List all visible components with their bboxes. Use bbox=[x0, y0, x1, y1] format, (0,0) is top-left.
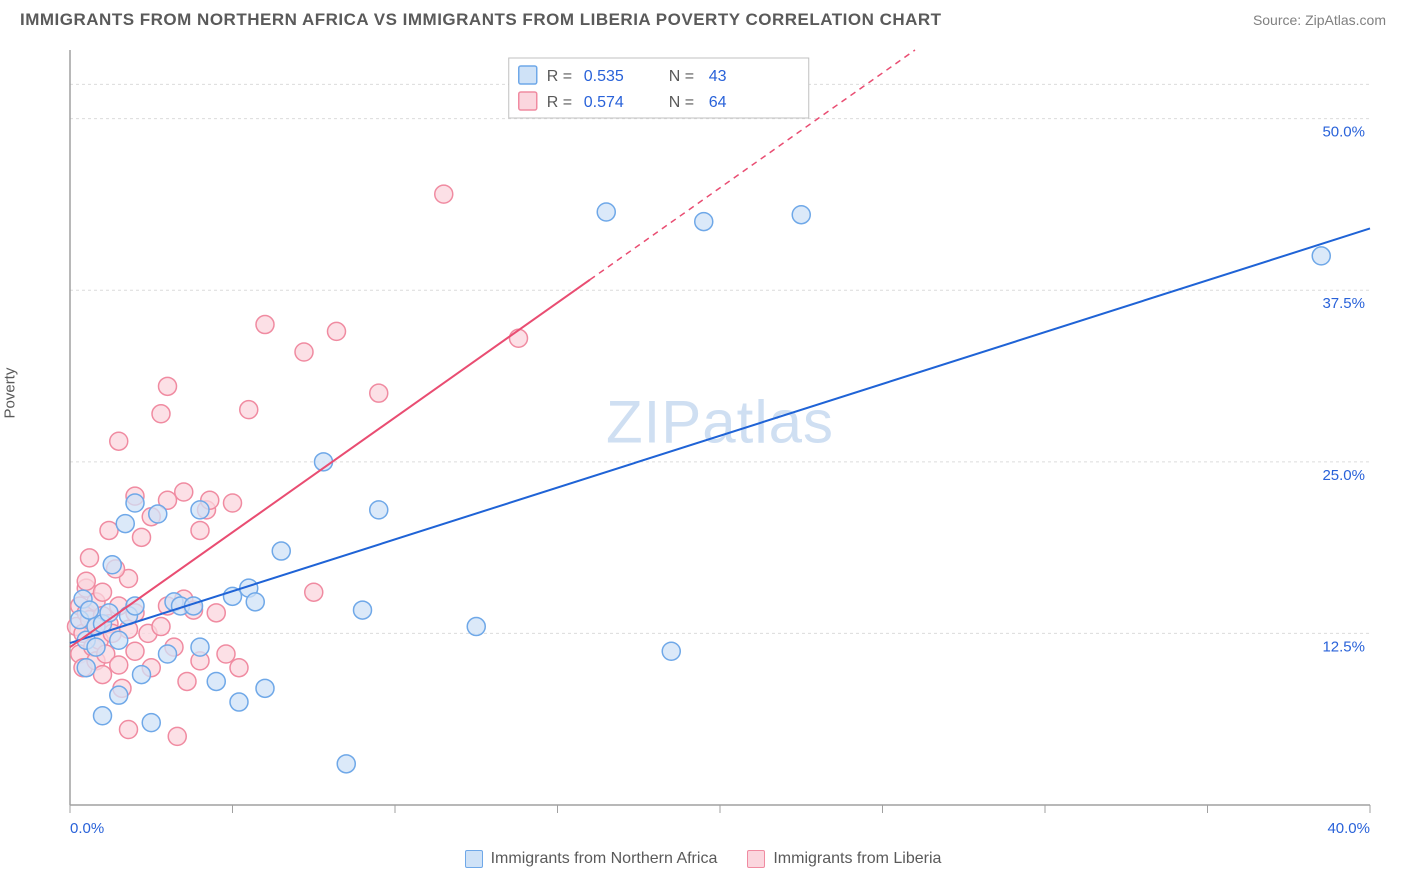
scatter-point bbox=[94, 666, 112, 684]
scatter-point bbox=[597, 203, 615, 221]
scatter-point bbox=[695, 213, 713, 231]
scatter-point bbox=[370, 384, 388, 402]
legend-swatch bbox=[519, 66, 537, 84]
scatter-point bbox=[81, 549, 99, 567]
legend-r-value: 0.535 bbox=[584, 68, 624, 85]
scatter-point bbox=[94, 707, 112, 725]
scatter-point bbox=[246, 593, 264, 611]
scatter-point bbox=[110, 656, 128, 674]
y-tick-label: 12.5% bbox=[1322, 638, 1365, 655]
scatter-point bbox=[100, 521, 118, 539]
legend-swatch bbox=[519, 92, 537, 110]
scatter-point bbox=[370, 501, 388, 519]
scatter-point bbox=[116, 515, 134, 533]
scatter-point bbox=[230, 693, 248, 711]
scatter-point bbox=[87, 638, 105, 656]
scatter-point bbox=[152, 405, 170, 423]
scatter-point bbox=[120, 721, 138, 739]
legend-n-label: N = bbox=[669, 94, 694, 111]
scatter-point bbox=[149, 505, 167, 523]
legend-label: Immigrants from Liberia bbox=[773, 850, 941, 868]
y-tick-label: 25.0% bbox=[1322, 467, 1365, 484]
scatter-point bbox=[240, 401, 258, 419]
x-tick-label: 40.0% bbox=[1327, 820, 1370, 837]
scatter-point bbox=[133, 528, 151, 546]
x-tick-label: 0.0% bbox=[70, 820, 104, 837]
scatter-point bbox=[178, 672, 196, 690]
legend-n-label: N = bbox=[669, 68, 694, 85]
scatter-point bbox=[77, 659, 95, 677]
scatter-point bbox=[328, 322, 346, 340]
scatter-point bbox=[1312, 247, 1330, 265]
scatter-point bbox=[256, 679, 274, 697]
legend-n-value: 64 bbox=[709, 94, 727, 111]
legend-n-value: 43 bbox=[709, 68, 727, 85]
scatter-point bbox=[94, 583, 112, 601]
scatter-point bbox=[662, 642, 680, 660]
watermark: ZIPatlas bbox=[606, 389, 834, 456]
scatter-point bbox=[295, 343, 313, 361]
scatter-point bbox=[792, 206, 810, 224]
legend-swatch bbox=[465, 850, 483, 868]
legend-swatch bbox=[747, 850, 765, 868]
scatter-point bbox=[217, 645, 235, 663]
scatter-point bbox=[152, 618, 170, 636]
legend-r-value: 0.574 bbox=[584, 94, 624, 111]
scatter-point bbox=[110, 631, 128, 649]
y-tick-label: 37.5% bbox=[1322, 295, 1365, 312]
legend-r-label: R = bbox=[547, 94, 572, 111]
scatter-point bbox=[110, 686, 128, 704]
scatter-point bbox=[435, 185, 453, 203]
scatter-point bbox=[191, 521, 209, 539]
scatter-point bbox=[81, 601, 99, 619]
legend-r-label: R = bbox=[547, 68, 572, 85]
scatter-point bbox=[142, 714, 160, 732]
scatter-point bbox=[467, 618, 485, 636]
scatter-point bbox=[191, 638, 209, 656]
scatter-point bbox=[256, 316, 274, 334]
legend-item: Immigrants from Northern Africa bbox=[465, 850, 718, 868]
scatter-point bbox=[207, 672, 225, 690]
scatter-point bbox=[230, 659, 248, 677]
scatter-point bbox=[103, 556, 121, 574]
legend-label: Immigrants from Northern Africa bbox=[491, 850, 718, 868]
scatter-point bbox=[159, 645, 177, 663]
scatter-point bbox=[510, 329, 528, 347]
scatter-point bbox=[175, 483, 193, 501]
scatter-point bbox=[126, 642, 144, 660]
scatter-point bbox=[77, 572, 95, 590]
correlation-scatter-chart: 12.5% 25.0% 37.5% 50.0% 0.0% 40.0% ZIPatlas R =… bbox=[20, 35, 1386, 845]
y-axis-label: Poverty bbox=[2, 368, 19, 419]
scatter-point bbox=[126, 494, 144, 512]
y-tick-label: 50.0% bbox=[1322, 124, 1365, 141]
chart-title: IMMIGRANTS FROM NORTHERN AFRICA VS IMMIG… bbox=[20, 10, 942, 30]
scatter-point bbox=[305, 583, 323, 601]
scatter-point bbox=[224, 494, 242, 512]
scatter-point bbox=[191, 501, 209, 519]
source-attribution: Source: ZipAtlas.com bbox=[1253, 12, 1386, 28]
scatter-point bbox=[354, 601, 372, 619]
scatter-point bbox=[337, 755, 355, 773]
scatter-point bbox=[168, 727, 186, 745]
scatter-point bbox=[110, 432, 128, 450]
scatter-point bbox=[133, 666, 151, 684]
scatter-point bbox=[272, 542, 290, 560]
legend-item: Immigrants from Liberia bbox=[747, 850, 941, 868]
scatter-point bbox=[207, 604, 225, 622]
scatter-point bbox=[159, 377, 177, 395]
bottom-legend: Immigrants from Northern Africa Immigrant… bbox=[0, 845, 1406, 868]
